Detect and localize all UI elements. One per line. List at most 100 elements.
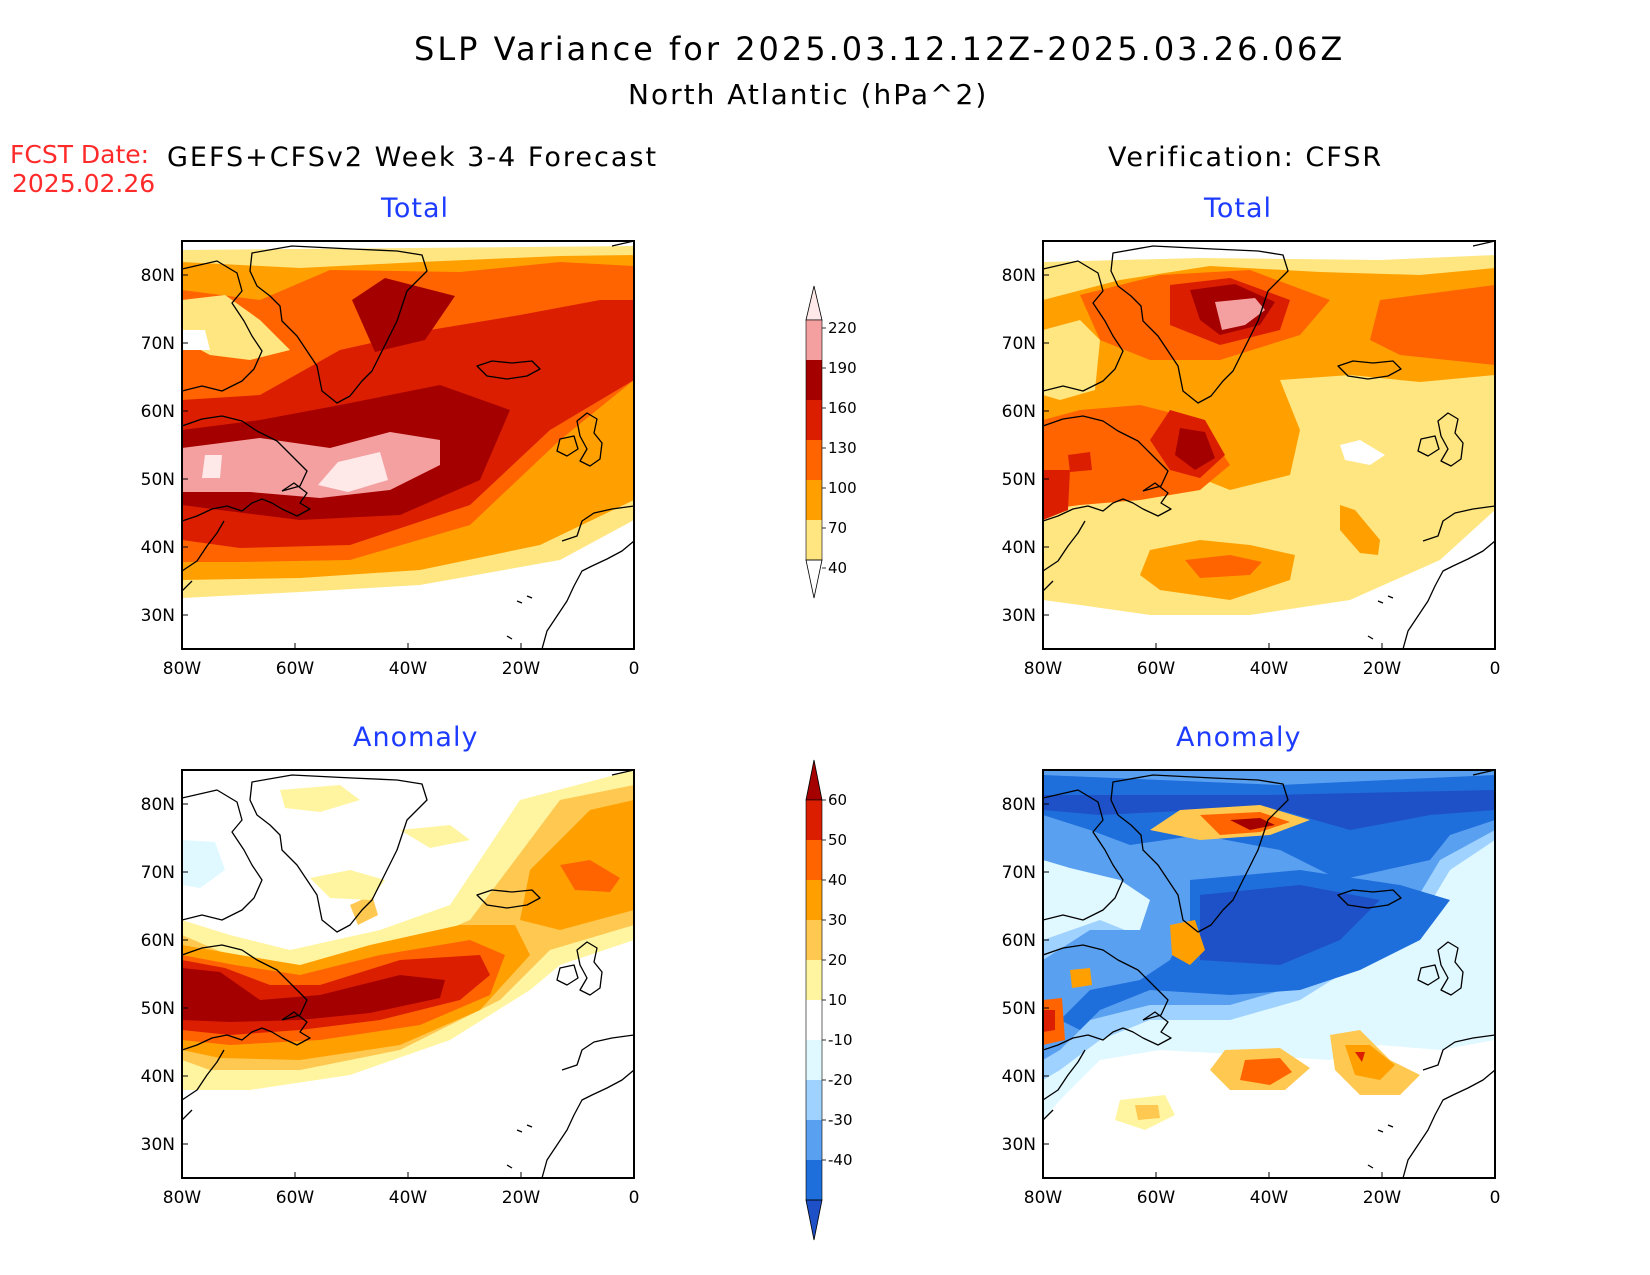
lat-label-fcst-total: 70N — [141, 334, 175, 354]
verif-total-shading — [1043, 241, 1495, 649]
cbar-anom-label: 20 — [828, 951, 847, 969]
coastline — [561, 1034, 634, 1071]
coastline — [1043, 260, 1124, 392]
verif-total-coastlines — [1043, 241, 1495, 649]
lon-label-fcst-anomaly: 40W — [389, 1188, 428, 1208]
lon-label-verif-anomaly: 80W — [1024, 1188, 1063, 1208]
lon-label-verif-anomaly: 60W — [1137, 1188, 1176, 1208]
coastline — [182, 1011, 311, 1051]
coastline — [576, 941, 603, 996]
lon-label-fcst-total: 40W — [389, 659, 428, 679]
coastline — [1377, 1129, 1384, 1133]
lat-label-fcst-total: 60N — [141, 402, 175, 422]
panel-title-fcst-anomaly: Anomaly — [353, 722, 479, 753]
coastline — [1043, 580, 1054, 592]
lon-label-fcst-anomaly: 80W — [163, 1188, 202, 1208]
coastline — [182, 944, 308, 1021]
lat-label-verif-total: 40N — [1002, 538, 1036, 558]
panel-verif-anomaly — [1043, 770, 1495, 1178]
lat-label-fcst-anomaly: 70N — [141, 863, 175, 883]
coastline — [1417, 435, 1440, 457]
lat-label-verif-anomaly: 60N — [1002, 931, 1036, 951]
coastline — [1337, 360, 1402, 380]
coastline — [526, 1124, 533, 1128]
lon-label-verif-total: 40W — [1250, 659, 1289, 679]
lon-label-fcst-total: 0 — [629, 659, 640, 679]
coastline — [1387, 1124, 1394, 1128]
lon-label-fcst-anomaly: 0 — [629, 1188, 640, 1208]
lat-label-fcst-total: 40N — [141, 538, 175, 558]
cbar-total-label: 70 — [828, 519, 847, 537]
cbar-anom-label: -30 — [828, 1111, 853, 1129]
coastline — [1043, 1011, 1172, 1051]
coastline — [1437, 412, 1464, 467]
cbar-anom-swatch — [806, 1000, 822, 1040]
cbar-total-swatch — [806, 440, 822, 480]
coastline — [1417, 964, 1440, 986]
coastline — [249, 245, 428, 404]
coastline — [1367, 635, 1374, 640]
coastline — [506, 635, 513, 640]
coastline — [1043, 944, 1169, 1021]
lon-label-verif-total: 0 — [1490, 659, 1501, 679]
cbar-anom-top-triangle — [805, 759, 823, 801]
cbar-anom-label: 60 — [828, 791, 847, 809]
lat-label-verif-total: 50N — [1002, 470, 1036, 490]
lat-label-fcst-total: 30N — [141, 606, 175, 626]
cbar-anom-swatch — [806, 1120, 822, 1160]
lat-label-verif-anomaly: 80N — [1002, 795, 1036, 815]
cbar-total-swatch — [806, 400, 822, 440]
coastline — [561, 505, 634, 542]
coastline — [1402, 1069, 1495, 1178]
fcst-total-shading — [182, 241, 634, 649]
lat-label-verif-total: 30N — [1002, 606, 1036, 626]
cbar-total-swatch — [806, 360, 822, 400]
cbar-anom-label: -40 — [828, 1151, 853, 1169]
coastline — [182, 520, 225, 572]
coastline — [541, 540, 634, 649]
cbar-anom-swatch — [806, 920, 822, 960]
lon-label-fcst-anomaly: 60W — [276, 1188, 315, 1208]
cbar-anom-label: -20 — [828, 1071, 853, 1089]
cbar-total-label: 190 — [828, 359, 857, 377]
cbar-total-swatch — [806, 320, 822, 360]
lat-label-fcst-anomaly: 80N — [141, 795, 175, 815]
fcst-anomaly-shading — [182, 770, 634, 1178]
main-title-line2: North Atlantic (hPa^2) — [628, 78, 989, 111]
coastline — [182, 1109, 193, 1121]
cbar-anom-swatch — [806, 960, 822, 1000]
lon-label-verif-total: 80W — [1024, 659, 1063, 679]
fcst-date-value: 2025.02.26 — [12, 169, 156, 198]
coastline — [476, 360, 541, 380]
cbar-total-label: 160 — [828, 399, 857, 417]
cbar-anom-swatch — [806, 1080, 822, 1120]
coastline — [556, 964, 579, 986]
coastline — [1337, 889, 1402, 909]
panel-fcst-anomaly — [182, 770, 634, 1178]
lon-label-verif-anomaly: 0 — [1490, 1188, 1501, 1208]
lat-label-verif-anomaly: 30N — [1002, 1135, 1036, 1155]
lat-label-verif-anomaly: 40N — [1002, 1067, 1036, 1087]
lon-label-fcst-total: 80W — [163, 659, 202, 679]
lat-label-fcst-anomaly: 30N — [141, 1135, 175, 1155]
lat-label-fcst-anomaly: 60N — [141, 931, 175, 951]
coastline — [1043, 1109, 1054, 1121]
lon-label-verif-total: 60W — [1137, 659, 1176, 679]
cbar-anom-swatch — [806, 1040, 822, 1080]
verification-column-header: Verification: CFSR — [1108, 142, 1384, 173]
coastline — [476, 889, 541, 909]
coastline — [1043, 482, 1172, 522]
coastline — [182, 260, 263, 392]
cbar-total-outline — [805, 319, 823, 561]
cbar-anom-label: 30 — [828, 911, 847, 929]
cbar-anom-label: 50 — [828, 831, 847, 849]
coastline — [182, 415, 308, 492]
coastline — [1043, 1049, 1086, 1101]
coastline — [182, 580, 193, 592]
lat-label-fcst-total: 50N — [141, 470, 175, 490]
coastline — [541, 1069, 634, 1178]
panel-title-verif-total: Total — [1204, 193, 1273, 224]
lat-label-verif-anomaly: 70N — [1002, 863, 1036, 883]
cbar-anom-label: -10 — [828, 1031, 853, 1049]
fcst-anomaly-coastlines — [182, 770, 634, 1178]
